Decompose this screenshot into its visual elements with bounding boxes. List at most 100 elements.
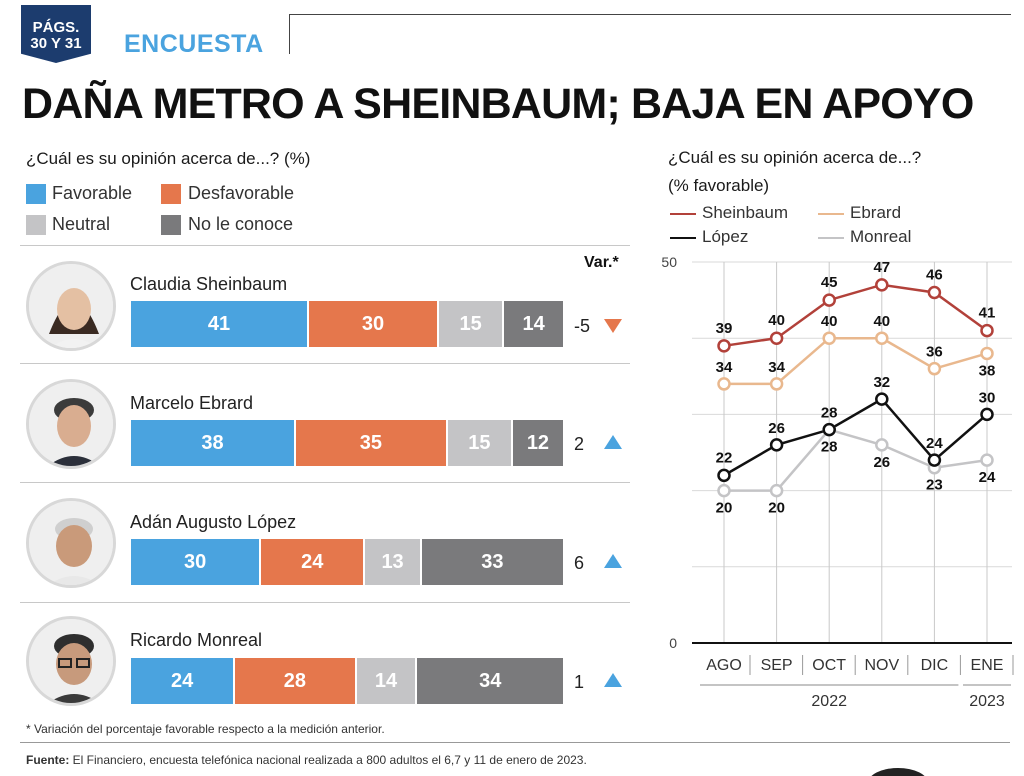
legend-label-no-le-conoce: No le conoce bbox=[188, 214, 294, 234]
data-point bbox=[769, 377, 784, 391]
legend-swatch-neutral bbox=[26, 215, 46, 235]
x-tick-label: NOV bbox=[864, 657, 899, 674]
data-point bbox=[927, 453, 942, 467]
legend-label-monreal: Monreal bbox=[850, 227, 912, 246]
right-chart-subtitle: (% favorable) bbox=[668, 176, 770, 195]
row-separator bbox=[20, 602, 630, 603]
x-tick-label: ENE bbox=[971, 657, 1004, 674]
bar-neutral: 15 bbox=[447, 420, 513, 466]
bar-desfavorable: 35 bbox=[295, 420, 448, 466]
bar-no-le-conoce: 12 bbox=[512, 420, 565, 466]
y-tick-label: 0 bbox=[669, 635, 677, 651]
data-label: 26 bbox=[873, 454, 890, 471]
data-point bbox=[769, 438, 784, 452]
legend-label-ebrard: Ebrard bbox=[850, 203, 902, 222]
variation-value: 6 bbox=[574, 553, 585, 573]
header-rule bbox=[289, 14, 1011, 15]
avatar-sheinbaum bbox=[26, 261, 116, 351]
data-point bbox=[980, 346, 994, 361]
data-point bbox=[875, 392, 889, 406]
line-chart: 0 50 AGO SEP OCT NOV DIC ENE 2022 2023 20 20 28 26 23 2… bbox=[661, 254, 1014, 710]
data-point bbox=[980, 407, 994, 422]
x-tick-label: OCT bbox=[812, 657, 846, 674]
candidate-name: Ricardo Monreal bbox=[130, 630, 263, 650]
x-tick-label: SEP bbox=[761, 657, 793, 674]
data-point bbox=[769, 483, 784, 498]
increase-triangle-icon bbox=[604, 435, 622, 449]
portrait-icon bbox=[29, 264, 113, 348]
legend-swatch-favorable bbox=[26, 184, 46, 204]
legend-line-sheinbaum bbox=[670, 213, 696, 215]
data-point bbox=[717, 339, 731, 353]
bar-no-le-conoce: 14 bbox=[504, 301, 565, 347]
increase-triangle-icon bbox=[604, 673, 622, 687]
series-line-sheinbaum bbox=[723, 283, 988, 348]
data-label: 39 bbox=[716, 320, 733, 337]
data-point bbox=[822, 293, 836, 307]
data-label: 30 bbox=[979, 389, 996, 406]
data-label: 38 bbox=[979, 362, 996, 379]
bar-no-le-conoce: 33 bbox=[421, 539, 565, 585]
data-point bbox=[875, 331, 889, 345]
data-point bbox=[822, 331, 836, 345]
data-label: 24 bbox=[926, 435, 943, 452]
data-label: 20 bbox=[716, 500, 733, 517]
legend-label-desfavorable: Desfavorable bbox=[188, 183, 295, 203]
series-line-lópez bbox=[723, 397, 988, 477]
legend-line-ebrard bbox=[818, 213, 844, 215]
page-badge-line2: 30 Y 31 bbox=[30, 35, 82, 52]
data-point bbox=[717, 377, 731, 391]
data-point bbox=[717, 483, 731, 498]
data-point bbox=[822, 422, 836, 437]
bar-desfavorable: 24 bbox=[261, 539, 366, 585]
source-text: El Financiero, encuesta telefónica nacio… bbox=[69, 753, 587, 767]
data-point bbox=[717, 468, 731, 483]
avatar-ebrard bbox=[26, 379, 116, 469]
data-label: 34 bbox=[768, 359, 785, 376]
data-label: 24 bbox=[979, 469, 996, 486]
portrait-icon bbox=[29, 619, 113, 703]
bar-neutral: 13 bbox=[365, 539, 422, 585]
data-point bbox=[980, 323, 994, 338]
row-separator bbox=[20, 245, 630, 246]
legend-line-lopez bbox=[670, 237, 696, 239]
bar-desfavorable: 30 bbox=[308, 301, 440, 347]
year-label: 2023 bbox=[969, 693, 1005, 710]
data-label: 40 bbox=[768, 312, 785, 329]
data-label: 26 bbox=[768, 420, 785, 437]
bar-favorable: 41 bbox=[131, 301, 309, 347]
data-label: 23 bbox=[926, 477, 943, 494]
portrait-icon bbox=[29, 501, 113, 585]
source-note: Fuente: El Financiero, encuesta telefóni… bbox=[26, 753, 587, 767]
data-label: 34 bbox=[716, 359, 733, 376]
avatar-lopez bbox=[26, 498, 116, 588]
variation-value: -5 bbox=[574, 316, 591, 336]
legend-line-monreal bbox=[818, 237, 844, 239]
year-label: 2022 bbox=[811, 693, 847, 710]
bar-favorable: 38 bbox=[131, 420, 296, 466]
data-label: 46 bbox=[926, 266, 943, 283]
data-point bbox=[927, 285, 942, 300]
data-label: 40 bbox=[821, 313, 838, 330]
candidate-name: Claudia Sheinbaum bbox=[130, 274, 288, 294]
bar-neutral: 15 bbox=[439, 301, 505, 347]
legend-label-lopez: López bbox=[702, 227, 749, 246]
source-label: Fuente: bbox=[26, 753, 70, 767]
data-point bbox=[875, 278, 889, 292]
legend-label-sheinbaum: Sheinbaum bbox=[702, 203, 789, 222]
decrease-triangle-icon bbox=[604, 319, 622, 333]
legend-label-neutral: Neutral bbox=[52, 214, 111, 234]
avatar-monreal bbox=[26, 616, 116, 706]
x-tick-label: DIC bbox=[921, 657, 949, 674]
data-label: 36 bbox=[926, 344, 943, 361]
data-label: 41 bbox=[979, 305, 996, 322]
legend-swatch-desfavorable bbox=[161, 184, 181, 204]
headline: DAÑA METRO A SHEINBAUM; BAJA EN APOYO bbox=[22, 80, 974, 128]
footnote: * Variación del porcentaje favorable res… bbox=[26, 722, 385, 736]
variation-value: 1 bbox=[574, 672, 585, 692]
data-label: 47 bbox=[873, 259, 890, 276]
bar-no-le-conoce: 34 bbox=[417, 658, 565, 704]
bar-favorable: 24 bbox=[131, 658, 236, 704]
x-tick-label: AGO bbox=[706, 657, 742, 674]
data-label: 32 bbox=[873, 374, 890, 391]
